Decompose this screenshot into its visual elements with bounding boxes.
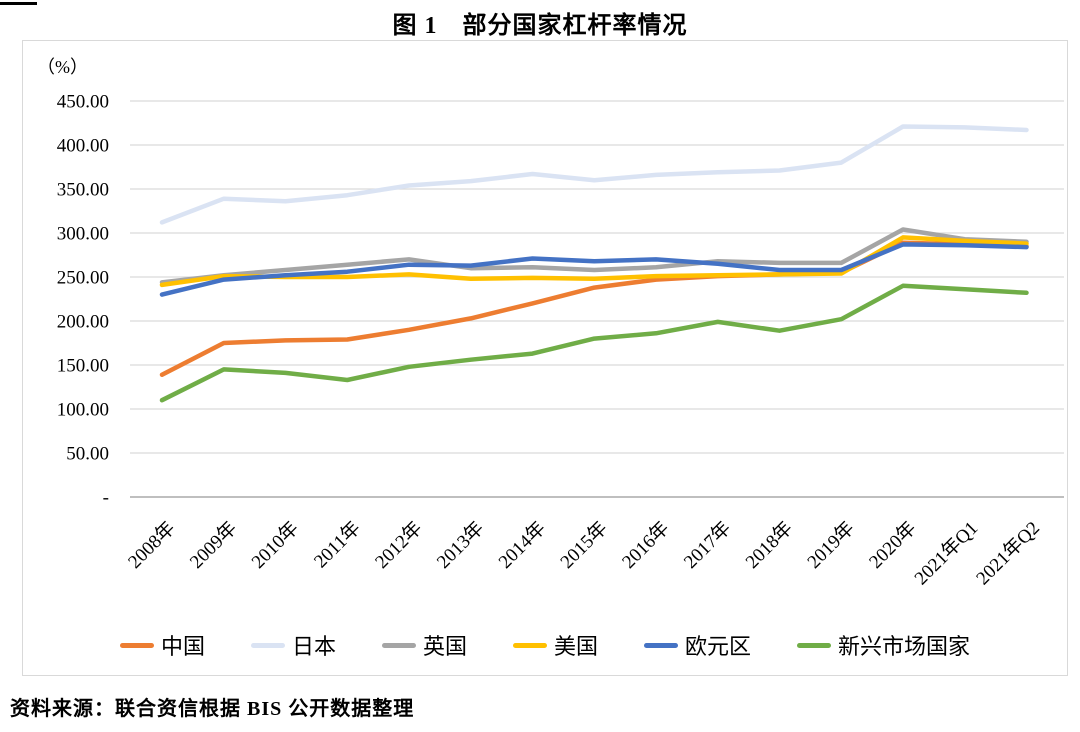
chart-legend: 中国 日本 英国 美国 欧元区 新兴市场国家	[23, 629, 1067, 661]
x-tick-label: 2021年Q1	[910, 517, 982, 589]
y-tick-label: 250.00	[57, 268, 109, 289]
legend-item: 新兴市场国家	[797, 629, 970, 661]
x-tick-label: 2008年	[124, 517, 180, 573]
legend-label: 美国	[554, 634, 599, 659]
x-tick-label: 2011年	[309, 517, 364, 572]
x-tick-label: 2013年	[432, 517, 488, 573]
legend-label: 中国	[160, 634, 205, 659]
y-tick-label: 450.00	[57, 92, 109, 113]
y-tick-label: 200.00	[57, 312, 109, 333]
series-line-1	[159, 124, 1029, 225]
top-left-line	[0, 2, 37, 5]
y-tick-label: 50.00	[66, 444, 109, 465]
legend-item: 美国	[513, 629, 598, 661]
legend-swatch	[250, 642, 285, 648]
x-tick-label: 2016年	[618, 517, 674, 573]
legend-item: 欧元区	[644, 629, 751, 661]
x-tick-label: 2010年	[247, 517, 303, 573]
source-note: 资料来源：联合资信根据 BIS 公开数据整理	[10, 698, 415, 720]
series-line-2	[159, 227, 1029, 285]
legend-label: 英国	[422, 634, 467, 659]
series-line-5	[159, 283, 1029, 403]
line-chart: （%） 450.00 400.00 350.00 300.00 250.00 200.00 1…	[37, 57, 1064, 589]
legend-label: 欧元区	[685, 634, 752, 659]
x-tick-label: 2012年	[371, 517, 427, 573]
x-tick-label: 2017年	[679, 517, 735, 573]
legend-swatch	[513, 642, 547, 648]
x-tick-label: 2019年	[803, 517, 859, 573]
legend-item: 日本	[250, 629, 336, 661]
y-axis-unit-label: （%）	[37, 57, 88, 77]
legend-swatch	[119, 642, 154, 648]
y-tick-label: 100.00	[57, 400, 109, 421]
y-tick-label: 350.00	[57, 180, 109, 201]
y-tick-label: -	[103, 488, 109, 509]
x-tick-label: 2020年	[865, 517, 921, 573]
chart-title: 图 1 部分国家杠杆率情况	[392, 13, 688, 39]
legend-swatch	[644, 642, 679, 648]
y-tick-label: 150.00	[57, 356, 109, 377]
x-tick-label: 2014年	[494, 517, 550, 573]
legend-item: 中国	[119, 629, 205, 661]
x-tick-label: 2009年	[185, 517, 241, 573]
legend-label: 新兴市场国家	[838, 634, 971, 659]
x-tick-label: 2015年	[556, 517, 612, 573]
legend-item: 英国	[381, 629, 467, 661]
x-tick-label: 2021年Q2	[972, 517, 1044, 589]
y-tick-label: 300.00	[57, 224, 109, 245]
legend-label: 日本	[291, 634, 336, 659]
chart-container: （%） 450.00 400.00 350.00 300.00 250.00 200.00 1…	[22, 40, 1068, 676]
legend-swatch	[381, 642, 416, 648]
series-line-3	[159, 235, 1029, 288]
y-tick-label: 400.00	[57, 136, 109, 157]
legend-swatch	[797, 642, 832, 648]
series-line-4	[159, 242, 1029, 297]
x-tick-label: 2018年	[741, 517, 797, 573]
